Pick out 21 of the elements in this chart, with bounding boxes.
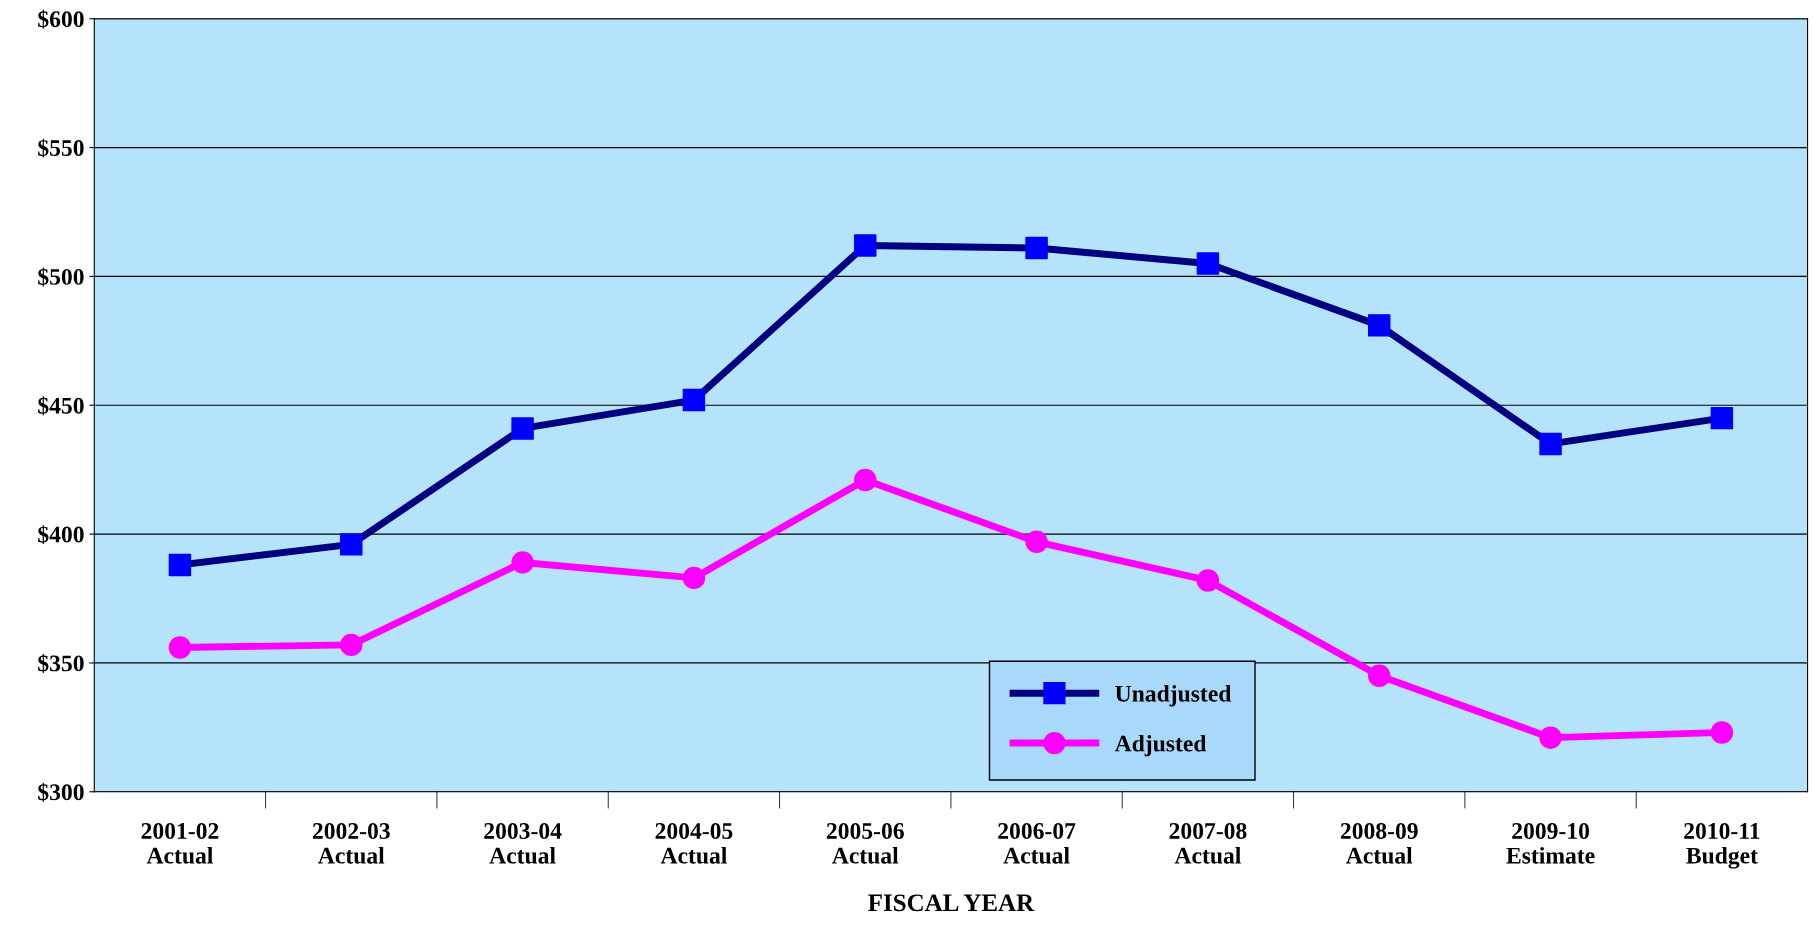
y-tick-label: $550 <box>38 138 84 158</box>
x-tick-label: 2009-10 Estimate <box>1506 823 1595 864</box>
x-tick-label: 2003-04 Actual <box>484 823 562 864</box>
point <box>168 553 192 577</box>
x-tick-label: 2006-07 Actual <box>998 823 1076 864</box>
y-tick-label: $350 <box>38 654 84 673</box>
x-tick-label: 2005-06 Actual <box>826 823 904 864</box>
x-tick-label: 2002-03 Actual <box>312 823 390 864</box>
y-tick-label: $400 <box>38 525 84 545</box>
x-tick-label: 2001-02 Actual <box>141 823 219 864</box>
x-tick-label: 2007-08 Actual <box>1169 823 1247 864</box>
legend-label: Adjusted <box>1114 734 1207 757</box>
x-tick-label: 2004-05 Actual <box>655 823 733 864</box>
y-tick-label: $300 <box>38 782 84 802</box>
x-axis-title: FISCAL YEAR <box>868 894 1035 912</box>
legend-label: Unadjusted <box>1115 685 1232 707</box>
y-tick-label: $600 <box>38 9 84 29</box>
x-tick-label: 2008-09 Actual <box>1340 823 1418 864</box>
x-tick-label: 2010-11 Budget <box>1684 823 1760 869</box>
y-tick-label: $450 <box>38 396 84 416</box>
y-tick-label: $500 <box>38 267 84 287</box>
